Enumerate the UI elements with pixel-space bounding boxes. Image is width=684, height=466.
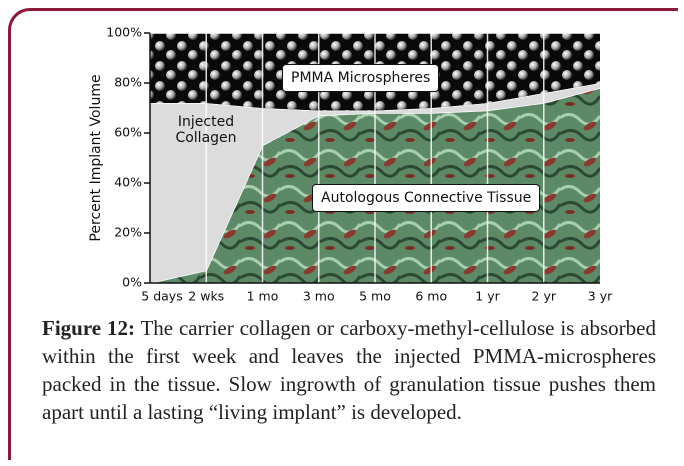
x-tick-label: 3 mo [303,289,335,304]
x-tick-label: 5 mo [359,289,391,304]
caption-text: The carrier collagen or carboxy-methyl-c… [42,316,656,424]
y-tick-label: 100% [106,25,142,40]
caption-label: Figure 12: [42,316,135,340]
y-tick-label: 40% [114,175,142,190]
x-tick-label: 5 days [141,289,182,304]
y-tick-label: 80% [114,75,142,90]
y-tick-label: 0% [122,275,142,290]
chart: Percent Implant Volume 5 days 2 wks 1 mo 3 … [0,0,684,310]
x-tick-label: 3 yr [588,289,613,304]
area-label: Injected Collagen [170,114,242,146]
x-tick-label: 1 mo [247,289,279,304]
x-tick-label: 2 wks [188,289,224,304]
y-axis-title: Percent Implant Volume [88,74,104,241]
y-tick-label: 20% [114,225,142,240]
x-tick-label: 2 yr [532,289,557,304]
x-tick-label: 1 yr [475,289,500,304]
area-label: Autologous Connective Tissue [312,184,540,212]
page: Percent Implant Volume 5 days 2 wks 1 mo 3 … [0,0,684,466]
y-tick-label: 60% [114,125,142,140]
area-label: PMMA Microspheres [282,64,439,92]
x-tick-label: 6 mo [415,289,447,304]
caption: Figure 12: The carrier collagen or carbo… [42,314,656,426]
